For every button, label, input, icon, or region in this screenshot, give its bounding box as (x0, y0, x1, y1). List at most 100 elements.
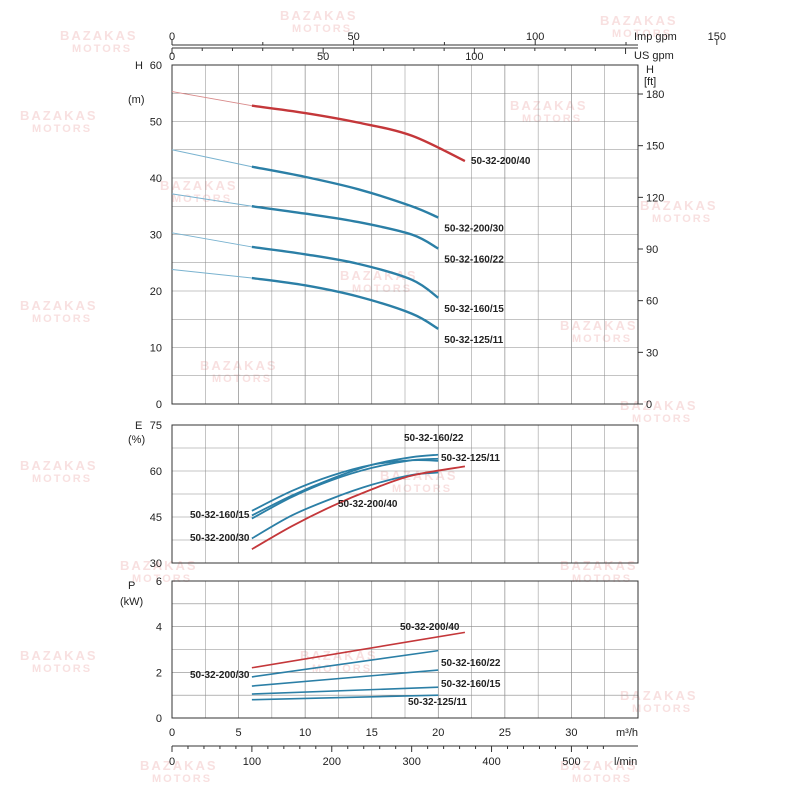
efficiency-curve (251, 459, 439, 512)
watermark-text: BAZAKAS (620, 398, 698, 413)
plot-frame (171, 580, 639, 719)
watermark-text: MOTORS (132, 573, 192, 585)
watermark-text: MOTORS (572, 573, 632, 585)
x-tick-label: 5 (236, 727, 242, 739)
watermark-text: MOTORS (212, 373, 272, 385)
lmin-tick-label: 0 (169, 756, 175, 768)
y2-tick-label: 60 (646, 296, 658, 308)
lmin-tick-label: 200 (323, 756, 341, 768)
watermark-text: BAZAKAS (510, 98, 588, 113)
watermark-text: BAZAKAS (20, 108, 98, 123)
head-curve (251, 245, 439, 299)
y2-tick-label: 0 (646, 399, 652, 411)
y-axis-label: E (135, 420, 142, 432)
imp-gpm-label: Imp gpm (634, 31, 677, 43)
y-tick-label: 45 (150, 512, 162, 524)
head-curve (251, 104, 466, 163)
watermark-text: MOTORS (292, 23, 352, 35)
us-gpm-label: US gpm (634, 50, 674, 62)
efficiency-curve-label: 50-32-125/11 (441, 453, 500, 464)
y-tick-label: 10 (150, 343, 162, 355)
power-curve-label: 50-32-125/11 (408, 697, 467, 708)
head-curve (251, 165, 439, 219)
y2-tick-label: 90 (646, 244, 658, 256)
imp-gpm-tick-label: 150 (708, 31, 726, 43)
head-curve-label: 50-32-125/11 (444, 335, 503, 346)
y-tick-label: 75 (150, 420, 162, 432)
watermark-text: BAZAKAS (340, 268, 418, 283)
power-curve (251, 694, 439, 701)
x-tick-label: 15 (366, 727, 378, 739)
power-curve (251, 649, 439, 678)
y-tick-label: 40 (150, 173, 162, 185)
efficiency-curve (251, 453, 439, 517)
watermark-text: MOTORS (652, 213, 712, 225)
x-tick-label: 25 (499, 727, 511, 739)
y-tick-label: 60 (150, 466, 162, 478)
y-axis-unit: (%) (128, 434, 145, 446)
watermark-text: MOTORS (522, 113, 582, 125)
watermark-text: BAZAKAS (560, 758, 638, 773)
lmin-tick-label: 100 (243, 756, 261, 768)
head-curve-extension (171, 269, 252, 279)
watermark-text: BAZAKAS (20, 298, 98, 313)
lmin-tick-label: 300 (402, 756, 420, 768)
efficiency-curve-label: 50-32-160/22 (404, 433, 464, 444)
watermark-text: MOTORS (572, 773, 632, 785)
watermark-text: MOTORS (392, 483, 452, 495)
x-tick-label: 10 (299, 727, 311, 739)
power-curve-label: 50-32-160/15 (441, 679, 501, 690)
head-curve-label: 50-32-160/22 (444, 255, 504, 266)
watermark-text: MOTORS (152, 773, 212, 785)
watermark-text: MOTORS (612, 28, 672, 40)
watermark-text: BAZAKAS (640, 198, 718, 213)
y-tick-label: 2 (156, 667, 162, 679)
watermark-text: MOTORS (32, 313, 92, 325)
power-curve (251, 686, 439, 695)
lmin-tick-label: 500 (562, 756, 580, 768)
y2-tick-label: 120 (646, 192, 664, 204)
watermark-text: MOTORS (32, 663, 92, 675)
y-tick-label: 30 (150, 230, 162, 242)
x-tick-label: 0 (169, 727, 175, 739)
watermark-text: MOTORS (632, 703, 692, 715)
imp-gpm-tick-label: 100 (526, 31, 544, 43)
power-curve (251, 669, 439, 687)
y-axis-unit: (kW) (120, 596, 143, 608)
head-curve (251, 205, 439, 250)
y-tick-label: 4 (156, 622, 162, 634)
watermark-text: MOTORS (352, 283, 412, 295)
y-axis-label: H (135, 60, 143, 72)
lmin-tick-label: 400 (482, 756, 500, 768)
efficiency-curve-label: 50-32-200/30 (190, 533, 250, 544)
y2-tick-label: 30 (646, 347, 658, 359)
watermark-text: BAZAKAS (120, 558, 198, 573)
head-curve-label: 50-32-200/30 (444, 224, 504, 235)
watermark-text: BAZAKAS (140, 758, 218, 773)
x2-axis-label: l/min (614, 756, 637, 768)
y-axis-unit: (m) (128, 94, 145, 106)
head-curve (251, 276, 439, 330)
watermark-text: BAZAKAS (560, 558, 638, 573)
watermark-text: BAZAKAS (20, 648, 98, 663)
imp-gpm-tick-label: 50 (347, 31, 359, 43)
plot-frame (171, 424, 639, 564)
us-gpm-tick-label: 0 (169, 51, 175, 63)
efficiency-curve-label: 50-32-160/15 (190, 510, 250, 521)
watermark-text: MOTORS (572, 333, 632, 345)
y-tick-label: 6 (156, 576, 162, 588)
head-curve-extension (171, 193, 252, 207)
watermark-text: MOTORS (32, 123, 92, 135)
watermark-text: MOTORS (632, 413, 692, 425)
watermark-text: BAZAKAS (20, 458, 98, 473)
y2-tick-label: 180 (646, 89, 664, 101)
watermark-text: BAZAKAS (280, 8, 358, 23)
y-tick-label: 60 (150, 60, 162, 72)
watermark-text: BAZAKAS (300, 648, 378, 663)
power-curve-label: 50-32-160/22 (441, 658, 501, 669)
x-tick-label: 20 (432, 727, 444, 739)
head-curve-label: 50-32-160/15 (444, 304, 504, 315)
y-axis-label: P (128, 580, 135, 592)
efficiency-curve-label: 50-32-200/40 (338, 499, 398, 510)
watermark-text: BAZAKAS (200, 358, 278, 373)
